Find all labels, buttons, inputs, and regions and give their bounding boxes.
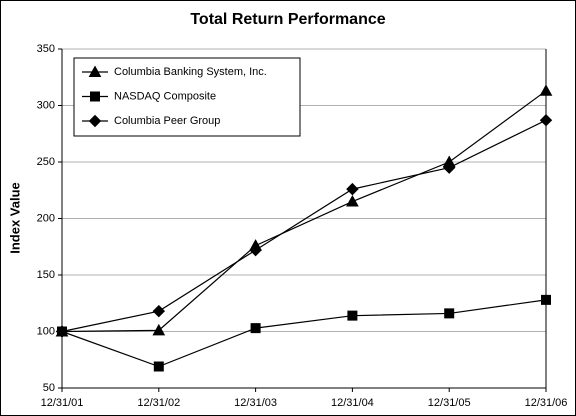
data-point (250, 323, 261, 334)
y-tick-label: 50 (43, 382, 55, 394)
data-point (249, 243, 262, 257)
data-point (55, 325, 69, 338)
y-tick-label: 350 (37, 43, 55, 55)
data-point (541, 294, 551, 305)
data-point (347, 310, 358, 321)
x-tick-label: 12/31/06 (525, 397, 568, 409)
legend-marker (88, 65, 102, 77)
legend-box (73, 57, 301, 137)
y-tick-label: 250 (37, 156, 55, 168)
legend-label: Columbia Peer Group (114, 115, 220, 127)
series-line (61, 299, 547, 368)
data-point (152, 323, 166, 336)
legend-label: Columbia Banking System, Inc. (114, 66, 267, 78)
legend-marker (88, 114, 102, 128)
data-point (442, 161, 456, 174)
y-tick-label: 200 (37, 212, 55, 224)
data-point (539, 84, 553, 96)
y-tick-label: 300 (37, 99, 55, 111)
y-tick-label: 100 (37, 325, 55, 337)
y-tick-label: 150 (37, 269, 55, 281)
data-point (539, 113, 553, 127)
legend-label: NASDAQ Composite (114, 90, 216, 102)
data-point (153, 361, 164, 372)
y-axis-title: Index Value (7, 182, 22, 254)
data-point (152, 304, 166, 318)
legend-marker (90, 91, 100, 102)
x-tick-label: 12/31/02 (137, 397, 180, 409)
series-line (61, 90, 547, 333)
x-tick-label: 12/31/04 (331, 397, 374, 409)
x-tick-label: 12/31/05 (428, 397, 471, 409)
x-tick-label: 12/31/03 (234, 397, 277, 409)
data-point (444, 308, 455, 319)
series-line (61, 119, 547, 333)
chart-title: Total Return Performance (190, 11, 385, 28)
data-point (346, 195, 359, 207)
data-point (346, 182, 359, 196)
x-tick-label: 12/31/01 (41, 397, 84, 409)
